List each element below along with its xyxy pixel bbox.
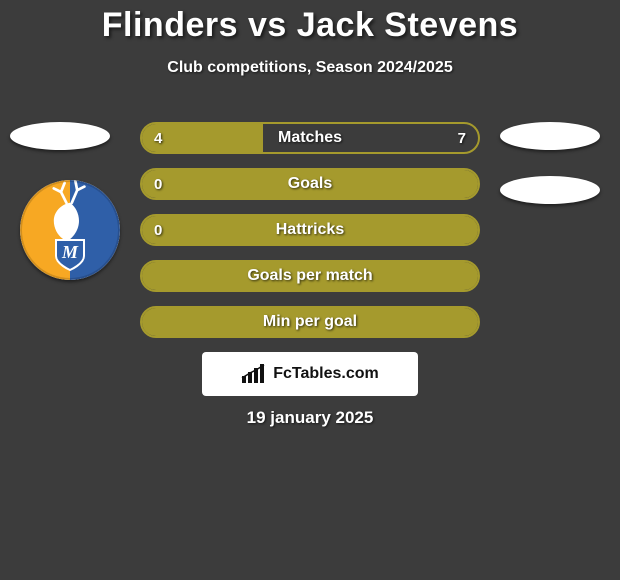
stat-row-min-per-goal: Min per goal — [140, 306, 480, 338]
brand-text: FcTables.com — [273, 365, 379, 383]
page-title: Flinders vs Jack Stevens — [0, 0, 620, 45]
subtitle: Club competitions, Season 2024/2025 — [0, 59, 620, 77]
stat-fill — [142, 216, 478, 244]
player-right-placeholder-badge — [500, 122, 600, 150]
stat-row-goals: 0 Goals — [140, 168, 480, 200]
stat-left-value: 0 — [154, 170, 162, 198]
stat-fill — [142, 170, 478, 198]
stat-fill — [142, 262, 478, 290]
stat-left-value: 0 — [154, 216, 162, 244]
crest-letter: M — [61, 242, 79, 262]
club-left-crest: M — [20, 180, 120, 280]
brand-bars-icon — [241, 364, 267, 384]
stat-row-goals-per-match: Goals per match — [140, 260, 480, 292]
stat-row-hattricks: 0 Hattricks — [140, 214, 480, 246]
stat-right-value: 7 — [458, 124, 466, 152]
stat-fill — [142, 308, 478, 336]
brand-attribution: FcTables.com — [202, 352, 418, 396]
stats-container: 4 Matches 7 0 Goals 0 Hattricks Goals pe… — [140, 122, 480, 352]
stat-row-matches: 4 Matches 7 — [140, 122, 480, 154]
infographic-date: 19 january 2025 — [0, 408, 620, 428]
club-right-placeholder-badge — [500, 176, 600, 204]
stat-left-value: 4 — [154, 124, 162, 152]
player-left-placeholder-badge — [10, 122, 110, 150]
